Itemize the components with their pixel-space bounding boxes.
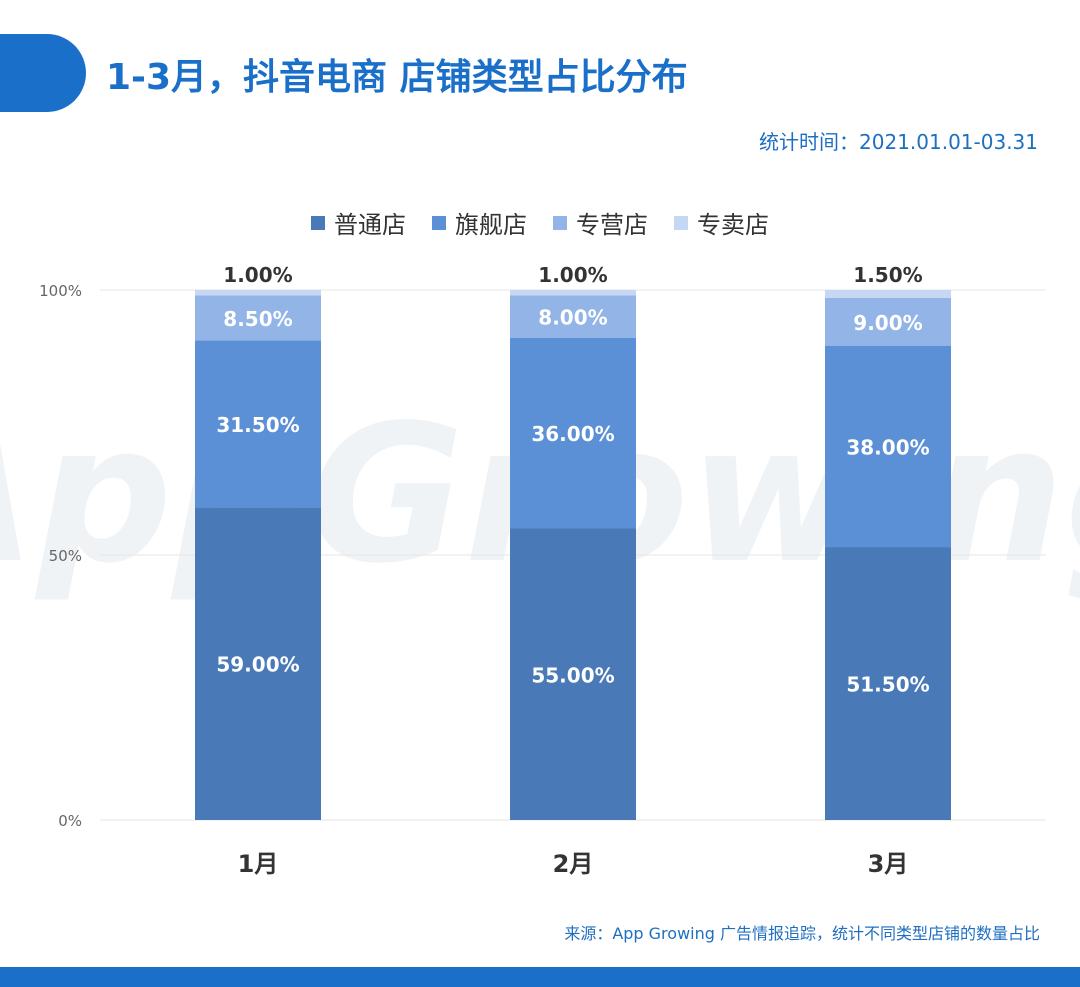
- data-label: 9.00%: [853, 311, 922, 335]
- bar-segment: [510, 337, 636, 529]
- legend-swatch: [311, 215, 325, 230]
- legend-label: 专营店: [576, 211, 648, 239]
- x-tick-label: 2月: [553, 850, 594, 878]
- y-tick-label: 50%: [49, 547, 82, 565]
- y-tick-label: 100%: [39, 282, 82, 300]
- source-note: 来源：App Growing 广告情报追踪，统计不同类型店铺的数量占比: [564, 924, 1040, 943]
- legend-item: 专营店: [553, 205, 648, 240]
- data-label: 8.50%: [223, 307, 292, 331]
- bar-segment: [195, 340, 321, 508]
- legend-item: 专卖店: [674, 205, 769, 240]
- bar-segment: [825, 297, 951, 346]
- bottom-accent-bar: [0, 967, 1080, 987]
- legend-item: 旗舰店: [432, 205, 527, 240]
- data-label: 55.00%: [531, 663, 614, 687]
- data-label: 59.00%: [216, 653, 299, 677]
- legend-swatch: [674, 215, 688, 230]
- bar-segment: [195, 290, 321, 296]
- data-label: 51.50%: [846, 673, 929, 697]
- bar-segment: [825, 345, 951, 548]
- data-label: 1.00%: [223, 263, 292, 287]
- legend-swatch: [553, 215, 567, 230]
- data-label: 36.00%: [531, 422, 614, 446]
- chart-legend: 普通店 旗舰店 专营店 专卖店: [0, 205, 1080, 240]
- title-accent-tab: [0, 34, 86, 112]
- x-tick-label: 3月: [868, 850, 909, 878]
- legend-label: 普通店: [334, 211, 406, 239]
- bar-segment: [825, 547, 951, 820]
- bar-segment: [195, 295, 321, 341]
- data-label: 8.00%: [538, 306, 607, 330]
- data-label: 1.50%: [853, 263, 922, 287]
- y-tick-label: 0%: [58, 812, 82, 830]
- bar-segment: [510, 528, 636, 820]
- data-label: 31.50%: [216, 413, 299, 437]
- legend-label: 旗舰店: [455, 211, 527, 239]
- data-label: 1.00%: [538, 263, 607, 287]
- stat-time-range: 统计时间：2021.01.01-03.31: [759, 130, 1038, 154]
- bar-segment: [510, 295, 636, 338]
- legend-swatch: [432, 215, 446, 230]
- data-label: 38.00%: [846, 435, 929, 459]
- bar-segment: [510, 290, 636, 296]
- bar-segment: [195, 507, 321, 820]
- legend-label: 专卖店: [697, 211, 769, 239]
- x-tick-label: 1月: [238, 850, 279, 878]
- legend-item: 普通店: [311, 205, 406, 240]
- bar-segment: [825, 290, 951, 298]
- page-title: 1-3月，抖音电商 店铺类型占比分布: [106, 57, 688, 98]
